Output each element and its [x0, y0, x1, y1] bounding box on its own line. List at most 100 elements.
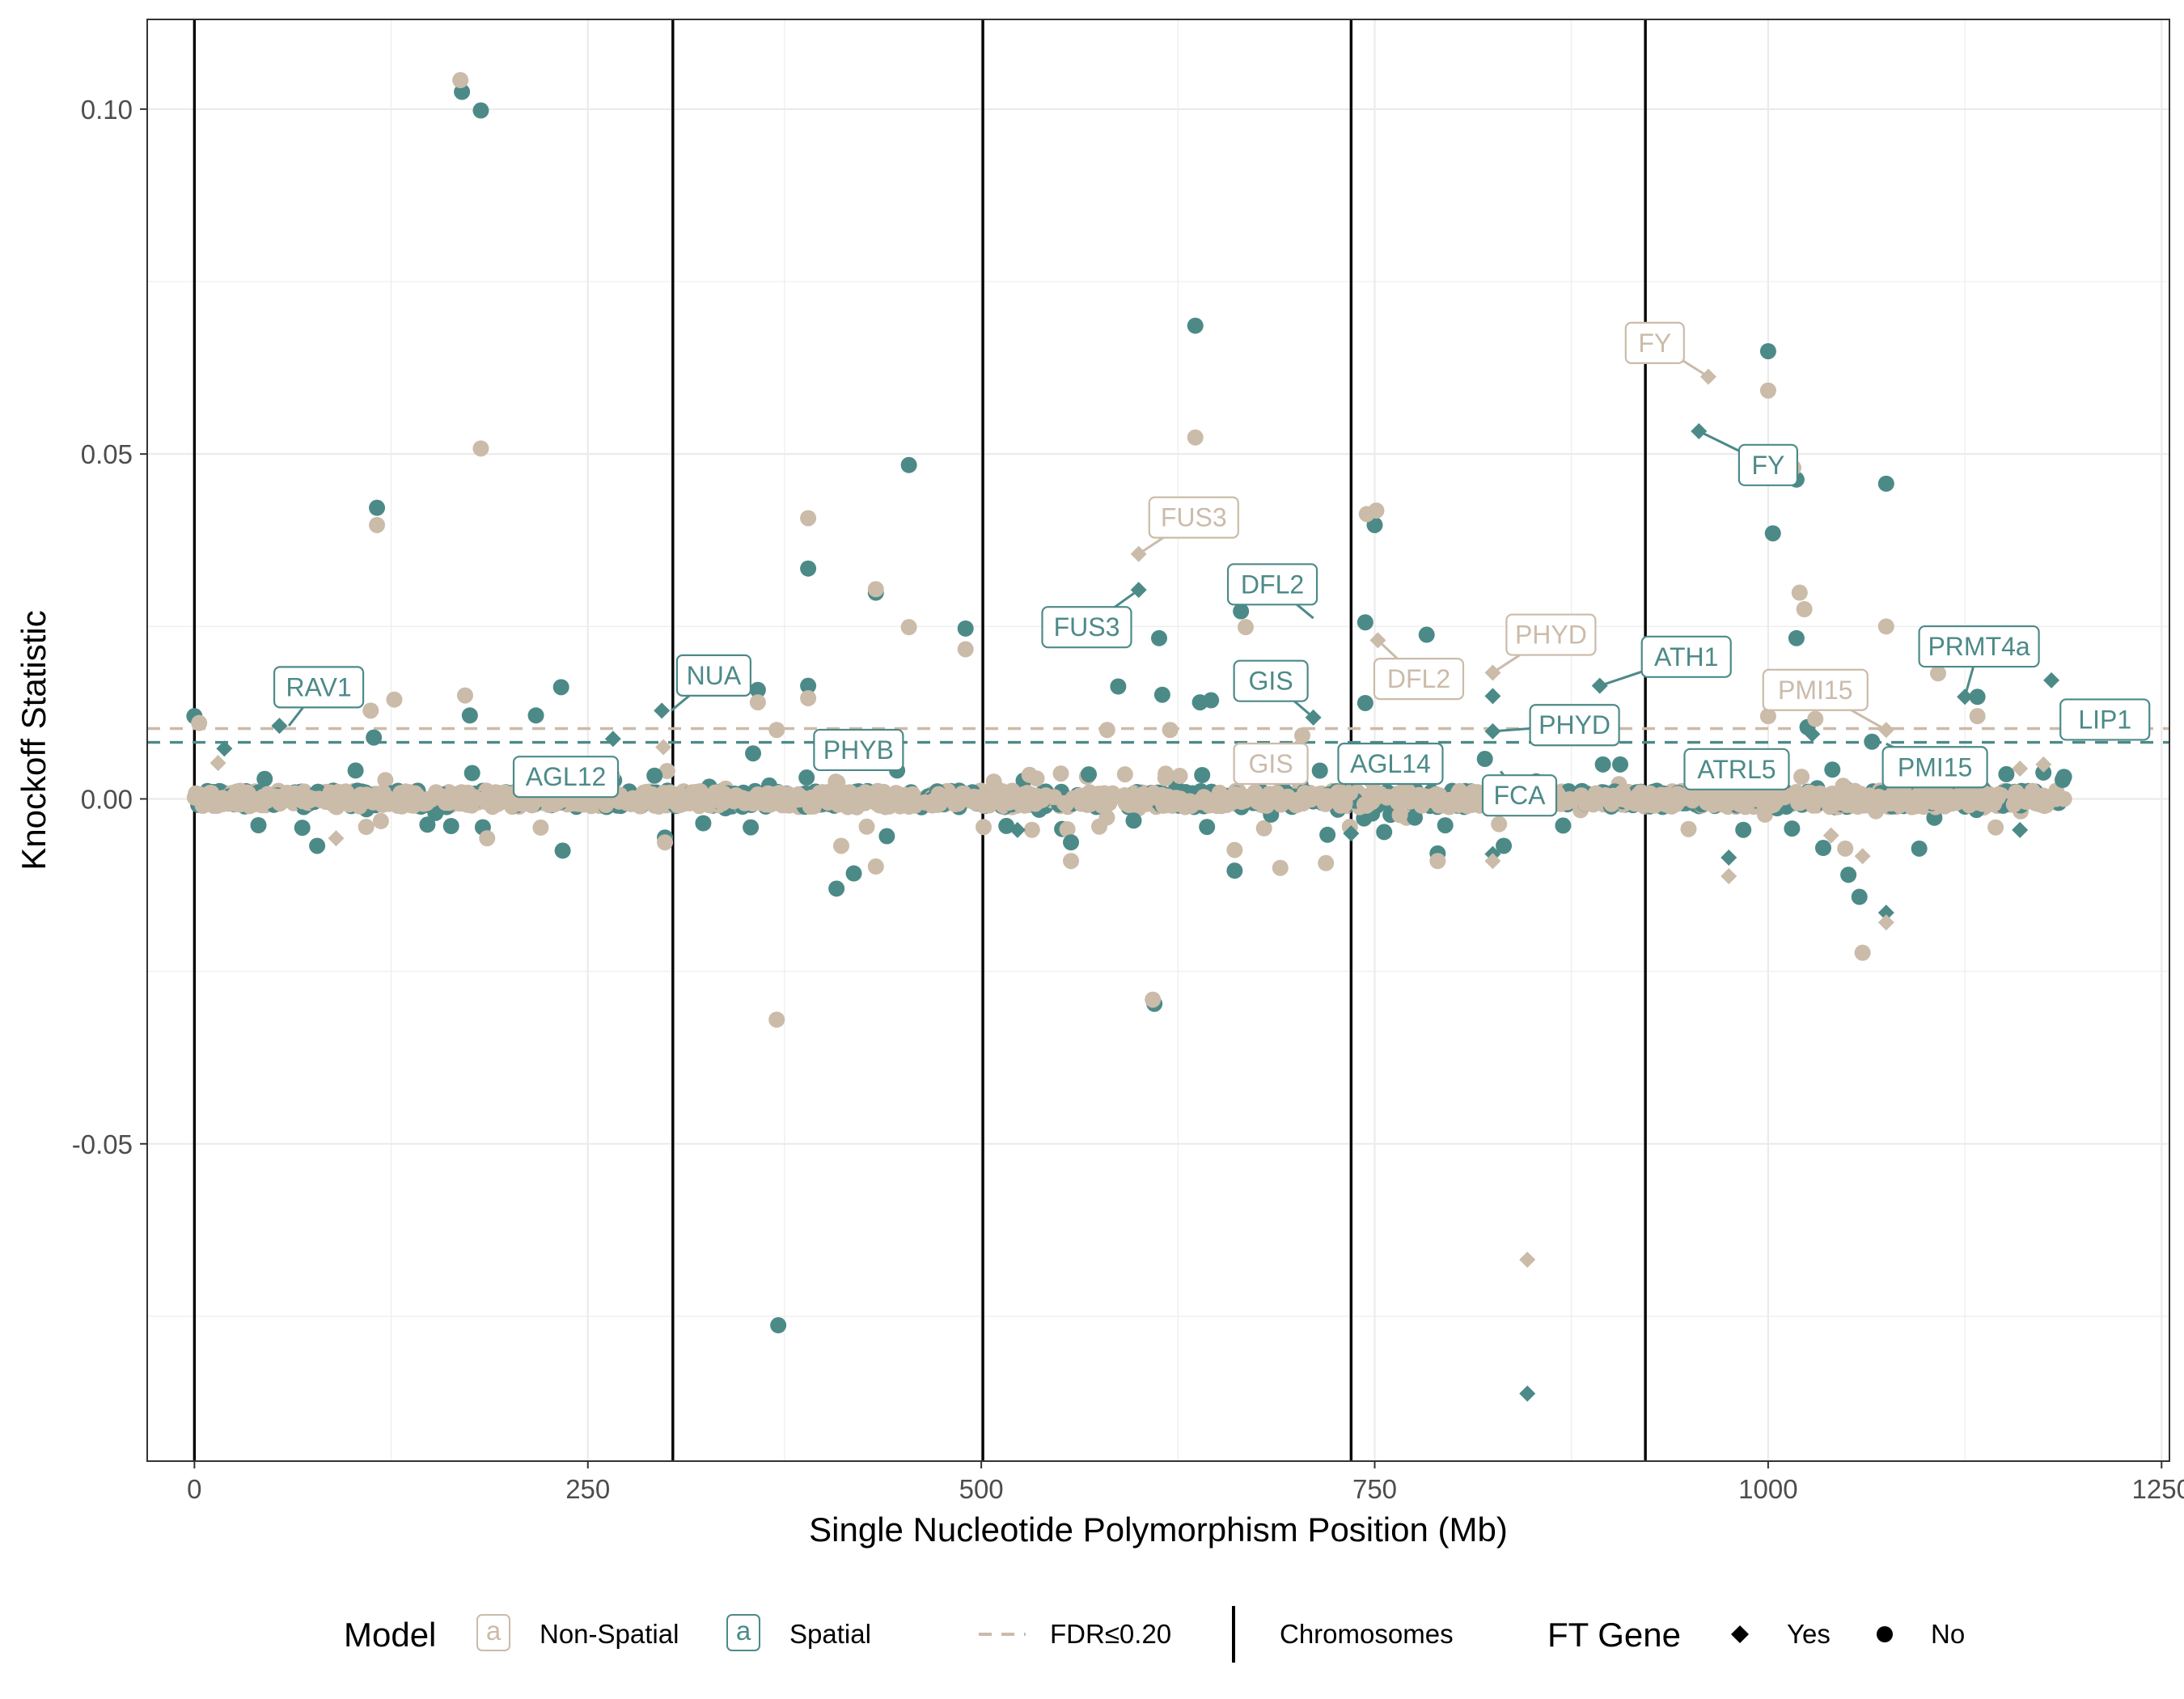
background-snp-point [1102, 786, 1119, 803]
background-snp-point [1777, 787, 1794, 804]
background-snp-point [1670, 786, 1687, 803]
snp-point [1162, 722, 1179, 739]
background-snp-point [1255, 820, 1272, 837]
gene-label-phyb: PHYB [823, 735, 894, 765]
gene-label-pmi15: PMI15 [1898, 752, 1972, 782]
snp-point [1594, 756, 1611, 773]
snp-point [1226, 841, 1243, 858]
background-snp-point [1056, 794, 1073, 811]
snp-point [957, 620, 974, 637]
snp-point [800, 689, 817, 706]
snp-point [867, 581, 884, 598]
legend-non-spatial-key [476, 1614, 510, 1651]
background-snp-point [1435, 792, 1452, 809]
background-snp-point [727, 787, 744, 803]
gene-label-fy: FY [1638, 328, 1671, 358]
snp-point [1203, 692, 1220, 709]
background-snp-point [931, 795, 948, 812]
x-tick-label: 1250 [2132, 1474, 2184, 1504]
background-snp-point [192, 786, 209, 803]
background-snp-point [695, 815, 712, 832]
background-snp-point [1158, 765, 1175, 782]
snp-point [527, 707, 544, 724]
legend-ft-gene-title: FT Gene [1547, 1616, 1681, 1654]
snp-point [2055, 769, 2072, 786]
ft-gene-diamond-point [1343, 825, 1360, 842]
background-snp-point [1738, 797, 1755, 814]
snp-point [1476, 751, 1493, 768]
snp-point [1612, 756, 1629, 773]
ft-gene-diamond-point [1804, 726, 1821, 743]
background-snp-point [858, 818, 875, 835]
chromosome-boundaries [193, 19, 1647, 1461]
snp-point [1233, 603, 1250, 620]
background-snp-point [1091, 818, 1107, 835]
background-snp-point [1605, 787, 1622, 804]
ft-gene-diamond-point [1877, 905, 1894, 922]
snp-point [369, 499, 386, 516]
snp-point [1153, 686, 1170, 703]
snp-point [845, 865, 862, 882]
snp-point [1877, 475, 1894, 492]
snp-point [1911, 840, 1928, 857]
background-snp-point [540, 797, 557, 813]
gene-label-agl14: AGL14 [1350, 749, 1431, 778]
gene-label-gis: GIS [1249, 667, 1293, 696]
gene-label-box [1233, 742, 1309, 786]
background-snp-point [377, 772, 394, 789]
background-snp-point [1125, 812, 1142, 829]
ft-gene-diamond-point [1484, 853, 1501, 870]
snp-point [1764, 525, 1781, 542]
snp-point [369, 516, 386, 533]
gene-label-phyd: PHYD [1539, 710, 1610, 739]
y-tick-label: 0.05 [81, 439, 133, 469]
background-snp-point [1194, 767, 1211, 783]
gene-label-box [2059, 698, 2151, 741]
snp-point [1840, 866, 1857, 883]
snp-point [552, 679, 569, 696]
background-snp-point [1171, 768, 1188, 784]
ft-gene-diamond-point [1822, 827, 1839, 844]
gene-label-box [1881, 746, 1988, 789]
snp-point [309, 837, 326, 854]
snp-point [1864, 733, 1881, 750]
gene-label-box [1373, 658, 1465, 701]
legend-spatial-label: Spatial [789, 1619, 871, 1649]
gene-label-box [1226, 563, 1318, 606]
snp-point [1110, 678, 1127, 695]
background-snp-point [871, 797, 888, 814]
snp-point [749, 681, 766, 698]
gene-label-pmi15: PMI15 [1778, 676, 1852, 705]
gene-label-box [1624, 321, 1685, 364]
snp-point [1796, 601, 1813, 617]
background-snp-point [226, 786, 243, 803]
snp-point [1187, 429, 1204, 446]
background-snp-point [294, 820, 311, 837]
y-tick-label: -0.05 [72, 1129, 133, 1159]
background-snp-point [1004, 793, 1021, 810]
background-snp-point [298, 788, 315, 805]
background-snp-point [569, 795, 586, 812]
snp-point [828, 880, 845, 897]
y-axis-ticks: -0.05 0.00 0.05 0.10 [72, 95, 147, 1159]
background-snp-point [1793, 769, 1810, 786]
gene-label-gis: GIS [1249, 749, 1293, 778]
legend-spatial-key-glyph: a [736, 1616, 751, 1646]
ft-gene-diamond-point [654, 702, 671, 719]
legend-spatial-key [726, 1614, 760, 1651]
background-snp-point [1196, 789, 1213, 806]
background-snp-point [274, 788, 290, 805]
x-tick-label: 500 [959, 1474, 1004, 1504]
ft-gene-diamond-point [210, 755, 226, 772]
snp-point [452, 72, 469, 89]
snp-point [1376, 824, 1393, 841]
x-tick-label: 250 [565, 1474, 610, 1504]
ft-gene-diamond-point [216, 740, 233, 757]
gene-label-lip1: LIP1 [2078, 705, 2131, 734]
background-snp-point [1711, 790, 1728, 807]
gene-label-box [512, 756, 620, 799]
gene-label-phyd: PHYD [1515, 621, 1587, 650]
snp-point [479, 830, 496, 847]
snp-point [900, 456, 917, 473]
snp-point [1368, 502, 1385, 519]
